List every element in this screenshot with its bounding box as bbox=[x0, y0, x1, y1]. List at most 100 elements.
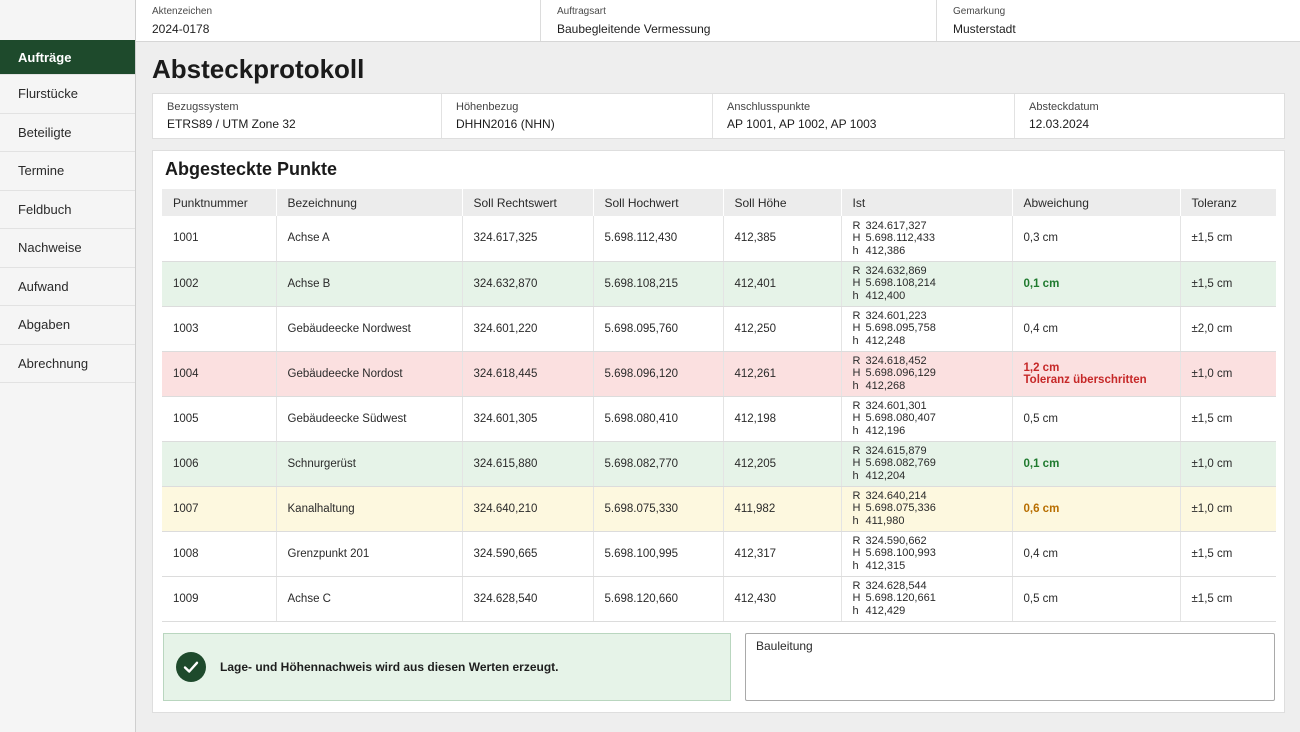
ist-key: R bbox=[852, 444, 861, 457]
ist-line: R 324.590,662 bbox=[853, 535, 1001, 548]
ist-value: 412,429 bbox=[865, 604, 906, 617]
ist-cell: R 324.632,869 H 5.698.108,214 h 412,400 bbox=[841, 261, 1013, 307]
toleranz-cell: ±1,5 cm bbox=[1180, 531, 1276, 577]
abweichung-value: 1,2 cm bbox=[1023, 361, 1060, 374]
ist-line: H 5.698.112,433 bbox=[853, 232, 1001, 245]
ist-key: h bbox=[852, 469, 859, 482]
abweichung-value: 0,5 cm bbox=[1023, 412, 1059, 425]
punktnummer-cell: 1008 bbox=[162, 531, 277, 577]
ref-value: ETRS89 / UTM Zone 32 bbox=[167, 117, 296, 131]
ist-value: 5.698.108,214 bbox=[865, 277, 936, 290]
ist-line: H 5.698.075,336 bbox=[853, 502, 1001, 515]
ist-line: H 5.698.108,214 bbox=[853, 277, 1001, 290]
ist-value: 412,268 bbox=[865, 379, 906, 392]
ist-value: 412,400 bbox=[865, 289, 906, 302]
ist-key: h bbox=[852, 244, 859, 257]
ist-key: h bbox=[852, 379, 859, 392]
ist-cell: R 324.601,223 H 5.698.095,758 h 412,248 bbox=[841, 306, 1013, 352]
ist-key: H bbox=[852, 277, 861, 290]
ist-line: R 324.632,869 bbox=[853, 265, 1001, 278]
punktnummer-cell: 1007 bbox=[162, 486, 277, 532]
punktnummer-cell: 1002 bbox=[162, 261, 277, 307]
table-row[interactable]: 1001 Achse A 324.617,325 5.698.112,430 412,3… bbox=[162, 216, 1276, 262]
sidebar-item-nachweise[interactable]: Nachweise bbox=[0, 229, 135, 268]
abweichung-cell: 0,5 cm bbox=[1012, 396, 1181, 442]
sidebar-item-beteiligte[interactable]: Beteiligte bbox=[0, 114, 135, 152]
ist-value: 412,315 bbox=[865, 559, 906, 572]
abweichung-cell: 0,1 cm bbox=[1012, 261, 1181, 307]
toleranz-cell: ±2,0 cm bbox=[1180, 306, 1276, 352]
ist-line: h 412,268 bbox=[853, 380, 1001, 393]
ist-key: h bbox=[852, 604, 859, 617]
sidebar-item-abgaben[interactable]: Abgaben bbox=[0, 306, 135, 345]
table-row[interactable]: 1006 Schnurgerüst 324.615,880 5.698.082,770… bbox=[162, 441, 1276, 487]
sidebar-item-aufwand[interactable]: Aufwand bbox=[0, 268, 135, 306]
toleranz-cell: ±1,5 cm bbox=[1180, 396, 1276, 442]
sidebar-item-feldbuch[interactable]: Feldbuch bbox=[0, 191, 135, 229]
ist-line: R 324.601,223 bbox=[853, 310, 1001, 323]
punktnummer-cell: 1006 bbox=[162, 441, 277, 487]
ist-key: R bbox=[852, 579, 861, 592]
ist-value: 5.698.075,336 bbox=[865, 502, 936, 515]
ist-value: 5.698.120,661 bbox=[865, 592, 936, 605]
ist-line: h 412,248 bbox=[853, 335, 1001, 348]
sidebar-item-flurstücke[interactable]: Flurstücke bbox=[0, 75, 135, 114]
punktnummer-cell: 1001 bbox=[162, 216, 277, 262]
ref-label: Bezugssystem bbox=[167, 101, 239, 113]
abweichung-value: 0,1 cm bbox=[1023, 457, 1060, 470]
column-header: Punktnummer bbox=[162, 189, 277, 216]
ist-value: 5.698.112,433 bbox=[865, 232, 936, 244]
abweichung-cell: 1,2 cm Toleranz überschritten bbox=[1012, 351, 1181, 397]
info-label: Gemarkung bbox=[953, 6, 1006, 17]
sidebar: Aufträge Flurstücke Beteiligte Termine Feldb… bbox=[0, 0, 136, 732]
ist-key: H bbox=[852, 367, 861, 380]
soll-hochwert-cell: 5.698.108,215 bbox=[593, 261, 724, 307]
column-header: Toleranz bbox=[1180, 189, 1276, 216]
ist-key: R bbox=[852, 264, 861, 277]
soll-hoehe-cell: 412,317 bbox=[723, 531, 842, 577]
ist-key: R bbox=[852, 354, 861, 367]
soll-hoehe-cell: 412,401 bbox=[723, 261, 842, 307]
ist-key: h bbox=[852, 424, 859, 437]
ist-line: h 412,315 bbox=[853, 560, 1001, 573]
table-row[interactable]: 1009 Achse C 324.628,540 5.698.120,660 412,4… bbox=[162, 576, 1276, 622]
ist-value: 324.615,879 bbox=[865, 444, 927, 457]
bauleitung-signature-field[interactable]: Bauleitung bbox=[745, 633, 1275, 701]
ist-key: H bbox=[852, 412, 861, 425]
bezeichnung-cell: Achse A bbox=[276, 216, 463, 262]
table-row[interactable]: 1003 Gebäudeecke Nordwest 324.601,220 5.698… bbox=[162, 306, 1276, 352]
soll-rechtswert-cell: 324.628,540 bbox=[462, 576, 594, 622]
reference-bar: Bezugssystem ETRS89 / UTM Zone 32 Höhenb… bbox=[152, 93, 1285, 139]
ist-key: H bbox=[852, 547, 861, 560]
ref-label: Höhenbezug bbox=[456, 101, 519, 113]
column-header: Soll Rechtswert bbox=[462, 189, 594, 216]
sidebar-nav: Aufträge Flurstücke Beteiligte Termine Feldb… bbox=[0, 40, 135, 383]
sidebar-item-abrechnung[interactable]: Abrechnung bbox=[0, 345, 135, 383]
ist-cell: R 324.601,301 H 5.698.080,407 h 412,196 bbox=[841, 396, 1013, 442]
sidebar-item-aufträge[interactable]: Aufträge bbox=[0, 40, 135, 75]
ist-line: h 412,429 bbox=[853, 605, 1001, 618]
column-header: Soll Höhe bbox=[723, 189, 842, 216]
sidebar-item-termine[interactable]: Termine bbox=[0, 152, 135, 191]
ist-line: H 5.698.096,129 bbox=[853, 367, 1001, 380]
table-row[interactable]: 1007 Kanalhaltung 324.640,210 5.698.075,330… bbox=[162, 486, 1276, 532]
table-row[interactable]: 1002 Achse B 324.632,870 5.698.108,215 412,4… bbox=[162, 261, 1276, 307]
table-row[interactable]: 1004 Gebäudeecke Nordost 324.618,445 5.698.… bbox=[162, 351, 1276, 397]
column-header: Abweichung bbox=[1012, 189, 1181, 216]
soll-rechtswert-cell: 324.601,305 bbox=[462, 396, 594, 442]
column-header: Soll Hochwert bbox=[593, 189, 724, 216]
info-gemarkung: Gemarkung Musterstadt bbox=[937, 0, 1300, 41]
table-row[interactable]: 1005 Gebäudeecke Südwest 324.601,305 5.698.… bbox=[162, 396, 1276, 442]
ist-line: R 324.618,452 bbox=[853, 355, 1001, 368]
table-row[interactable]: 1008 Grenzpunkt 201 324.590,665 5.698.100,9… bbox=[162, 531, 1276, 577]
ist-line: h 412,204 bbox=[853, 470, 1001, 483]
column-header: Ist bbox=[841, 189, 1013, 216]
ist-cell: R 324.628,544 H 5.698.120,661 h 412,429 bbox=[841, 576, 1013, 622]
ist-value: 5.698.082,769 bbox=[865, 457, 936, 470]
abweichung-value: 0,1 cm bbox=[1023, 277, 1060, 290]
punktnummer-cell: 1009 bbox=[162, 576, 277, 622]
toleranz-cell: ±1,5 cm bbox=[1180, 576, 1276, 622]
info-aktenzeichen: Aktenzeichen 2024-0178 bbox=[136, 0, 541, 41]
confirmation-banner: Lage- und Höhennachweis wird aus diesen … bbox=[163, 633, 731, 701]
toleranz-cell: ±1,5 cm bbox=[1180, 216, 1276, 262]
